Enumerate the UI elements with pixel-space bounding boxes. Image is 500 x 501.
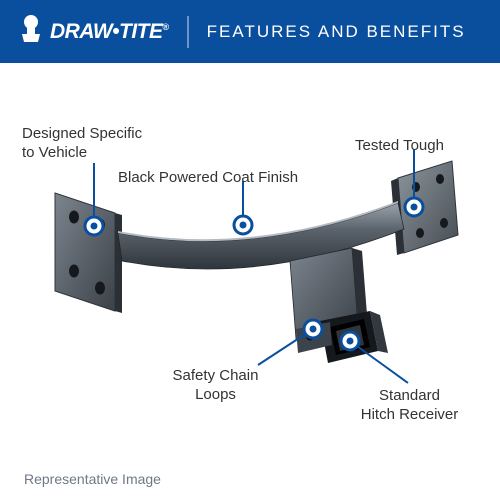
brand-logo: DRAW•TITE® [18, 14, 169, 49]
callout-chain: Safety ChainLoops [168, 367, 263, 405]
hitch-ball-icon [18, 14, 44, 49]
header-divider [187, 16, 189, 48]
diagram-stage: Designed Specificto Vehicle Black Powere… [0, 63, 500, 501]
callout-tested: Tested Tough [355, 137, 444, 156]
receiver-assembly [290, 248, 388, 363]
header: DRAW•TITE® FEATURES AND BENEFITS [0, 0, 500, 63]
logo-text: DRAW•TITE® [50, 20, 169, 44]
callout-designed: Designed Specificto Vehicle [22, 125, 142, 163]
right-bracket [391, 161, 458, 255]
footer-note: Representative Image [24, 471, 161, 487]
left-bracket [55, 193, 122, 313]
callout-finish: Black Powered Coat Finish [118, 169, 298, 188]
callout-receiver: StandardHitch Receiver [352, 387, 467, 425]
header-subtitle: FEATURES AND BENEFITS [207, 22, 466, 42]
